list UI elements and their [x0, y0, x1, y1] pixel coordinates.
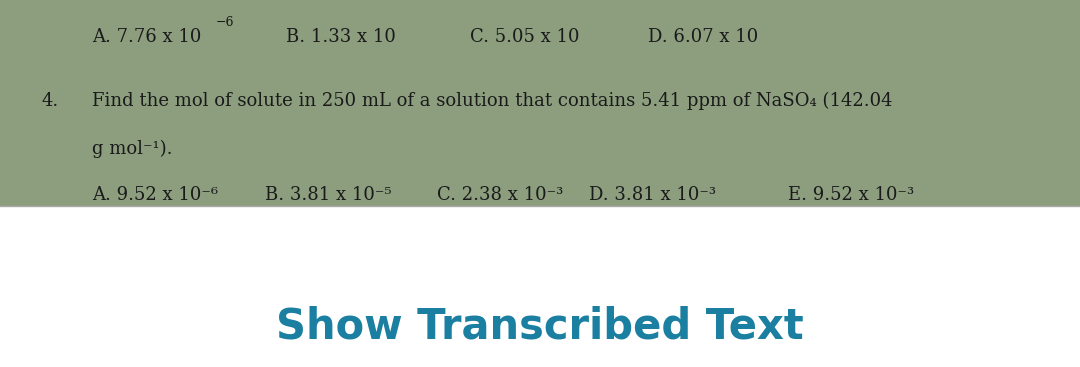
Text: D. 6.07 x 10: D. 6.07 x 10 [648, 28, 758, 46]
Text: B. 1.33 x 10: B. 1.33 x 10 [286, 28, 396, 46]
Bar [0, 0, 1080, 206]
Text: C. 5.05 x 10: C. 5.05 x 10 [470, 28, 579, 46]
Text: B. 3.81 x 10⁻⁵: B. 3.81 x 10⁻⁵ [265, 185, 391, 204]
Text: Find the mol of solute in 250 mL of a solution that contains 5.41 ppm of NaSO₄ (: Find the mol of solute in 250 mL of a so… [92, 92, 892, 110]
Text: D. 3.81 x 10⁻³: D. 3.81 x 10⁻³ [589, 185, 716, 204]
Text: 4.: 4. [41, 92, 58, 110]
Text: −6: −6 [216, 15, 234, 29]
Text: A. 7.76 x 10: A. 7.76 x 10 [92, 28, 201, 46]
Text: C. 2.38 x 10⁻³: C. 2.38 x 10⁻³ [437, 185, 564, 204]
Text: g mol⁻¹).: g mol⁻¹). [92, 139, 173, 158]
Text: E. 9.52 x 10⁻³: E. 9.52 x 10⁻³ [788, 185, 915, 204]
Text: A. 9.52 x 10⁻⁶: A. 9.52 x 10⁻⁶ [92, 185, 218, 204]
Text: Show Transcribed Text: Show Transcribed Text [276, 306, 804, 348]
